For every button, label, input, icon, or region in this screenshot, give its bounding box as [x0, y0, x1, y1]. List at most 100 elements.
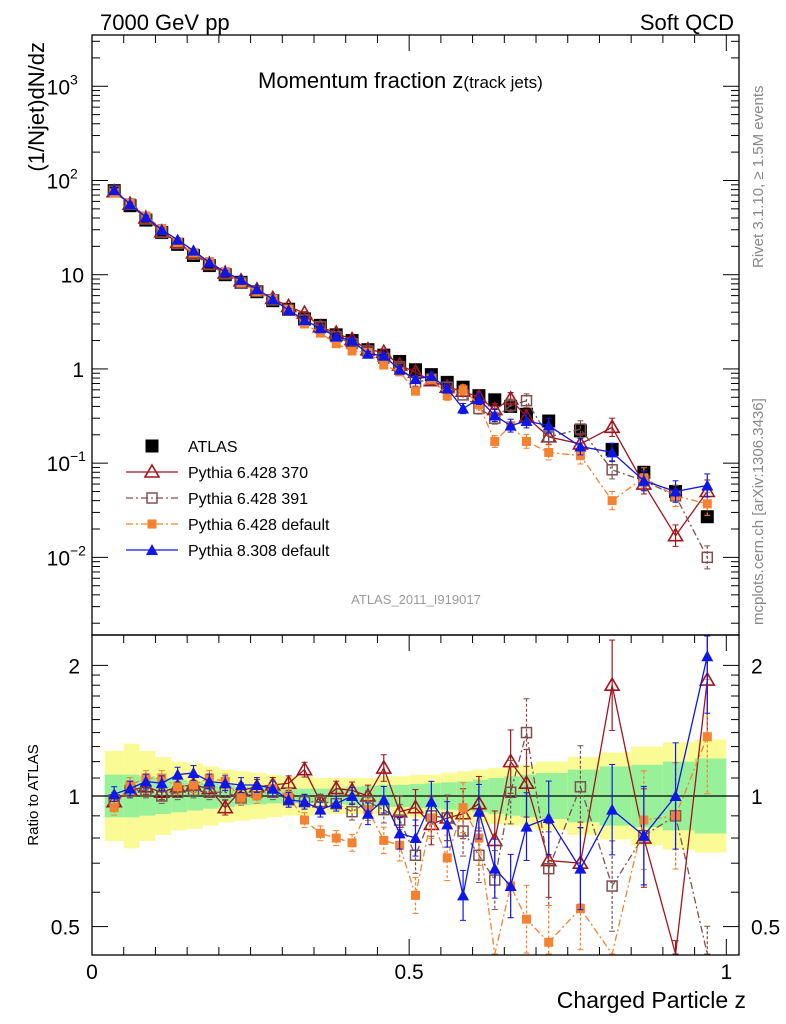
ratio-y-axis-label: Ratio to ATLAS [25, 744, 42, 845]
ratio-data-point [441, 818, 454, 830]
ratio-data-point [361, 807, 374, 819]
data-point [155, 223, 168, 235]
series-2 [108, 185, 714, 570]
ratio-series-3 [108, 635, 714, 921]
ratio-data-point [173, 782, 183, 792]
ratio-data-point [330, 797, 343, 809]
ratio-data-point [425, 795, 438, 807]
data-point [442, 391, 452, 401]
data-point [361, 347, 374, 359]
ratio-data-point [171, 768, 184, 780]
ratio-data-point [702, 732, 712, 742]
ratio-data-point [458, 803, 468, 813]
ratio-data-point [522, 914, 532, 924]
ratio-data-point [155, 777, 168, 789]
ratio-data-point [409, 832, 422, 844]
y-tick-label: 10 [47, 170, 70, 193]
data-point [457, 402, 470, 414]
ratio-data-point [544, 937, 554, 947]
ratio-y-tick-label: 2 [68, 655, 80, 678]
ratio-data-point [375, 759, 393, 774]
ratio-data-point [187, 766, 200, 778]
ratio-panel: 2 2 1 1 0.5 0.5 0 0.5 1 Ratio to ATLAS Charged P… [25, 634, 780, 1013]
x-tick-label: 0 [86, 961, 98, 984]
x-tick-label: 1 [720, 961, 732, 984]
ratio-data-point [296, 761, 313, 776]
data-point [606, 464, 618, 476]
data-point [379, 360, 389, 370]
mcplots-label: mcplots.cern.ch [arXiv:1306.3436] [750, 398, 767, 625]
ratio-data-point [282, 793, 295, 805]
data-point [490, 436, 500, 446]
ratio-data-point [203, 775, 216, 787]
ratio-data-point [701, 650, 714, 662]
header-energy: 7000 GeV pp [100, 10, 230, 35]
ratio-data-point [606, 880, 618, 892]
data-point [637, 474, 650, 486]
legend-label: ATLAS [188, 439, 238, 456]
ratio-y-tick-label-right: 2 [751, 655, 763, 678]
ratio-data-point [347, 838, 357, 848]
data-point [504, 399, 517, 412]
data-point [377, 349, 390, 361]
data-point [441, 382, 454, 394]
data-point [409, 373, 422, 385]
ratio-data-point [298, 795, 311, 807]
data-point [488, 393, 502, 407]
data-point [458, 385, 468, 395]
data-point [574, 440, 587, 452]
rivet-label: Rivet 3.1.10, ≥ 1.5M events [750, 86, 767, 269]
ratio-data-point [472, 805, 485, 817]
legend-label: Pythia 6.428 370 [188, 465, 308, 482]
data-point [298, 314, 311, 326]
ratio-data-point [124, 782, 137, 794]
ratio-data-point [473, 849, 485, 862]
ratio-frame [91, 634, 740, 956]
header-category: Soft QCD [640, 10, 734, 35]
data-point [139, 210, 152, 222]
legend-marker [146, 544, 158, 555]
ratio-data-point [250, 779, 263, 791]
ratio-data-point [637, 829, 650, 841]
ratio-data-point [379, 835, 389, 845]
ratio-data-point [574, 781, 587, 793]
y-tick-exponent: 2 [70, 165, 78, 181]
legend-marker [146, 492, 158, 504]
data-point [701, 551, 714, 564]
data-point [522, 436, 532, 446]
ratio-data-point [377, 793, 390, 805]
data-point [203, 256, 216, 268]
data-point [504, 419, 517, 431]
plot-title-sub: (track jets) [463, 73, 542, 92]
ratio-data-point [139, 775, 152, 787]
ratio-data-point [188, 780, 198, 790]
y-axis-label: (1/Njet)dN/dz [24, 42, 49, 172]
y-tick-label: 10 [47, 76, 70, 99]
data-point [282, 304, 295, 316]
ratio-data-point [327, 780, 345, 795]
ratio-y-tick-label: 0.5 [51, 917, 80, 940]
data-point [411, 386, 420, 396]
data-point [472, 392, 485, 404]
legend-label: Pythia 6.428 default [188, 517, 330, 534]
ratio-data-point [235, 779, 248, 791]
ratio-data-point [606, 803, 619, 815]
y-tick-exponent: −2 [70, 542, 86, 558]
data-point [574, 423, 587, 435]
ratio-data-point [504, 786, 517, 799]
x-tick-label: 0.5 [395, 961, 424, 984]
data-point [124, 198, 137, 210]
data-point [187, 244, 200, 256]
ratio-data-point [407, 799, 424, 814]
data-point [314, 322, 327, 334]
data-point [250, 283, 263, 295]
ratio-data-point [315, 828, 325, 838]
data-point [607, 496, 617, 506]
ratio-data-point [457, 825, 469, 837]
data-point [425, 370, 438, 382]
data-point [542, 419, 555, 431]
ratio-data-point [346, 805, 358, 818]
ratio-data-point [236, 793, 246, 803]
ratio-data-point [331, 833, 341, 843]
